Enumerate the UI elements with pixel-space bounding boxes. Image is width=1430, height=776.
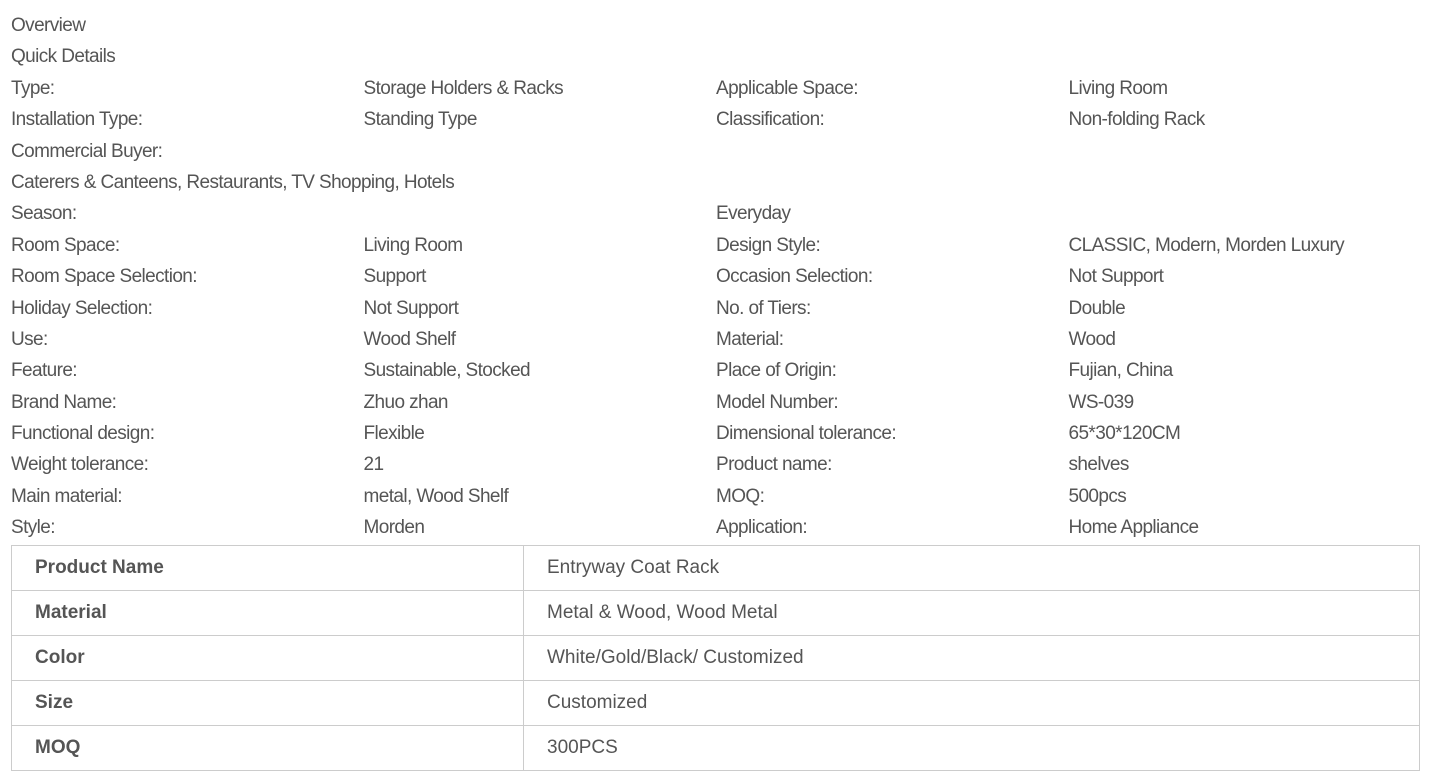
detail-value: Not Support	[363, 297, 459, 319]
detail-row: Room Space Selection: Support Occasion Sel…	[11, 261, 1421, 292]
detail-label: Applicable Space:	[716, 77, 859, 99]
detail-row: Use: Wood Shelf Material: Wood	[11, 324, 1421, 355]
detail-value: Wood Shelf	[363, 328, 456, 350]
detail-label: Installation Type:	[11, 109, 143, 131]
detail-label: Weight tolerance:	[11, 454, 149, 476]
detail-label: Dimensional tolerance:	[716, 423, 897, 445]
detail-label: Place of Origin:	[716, 360, 837, 382]
detail-value: Double	[1068, 297, 1126, 319]
detail-label: No. of Tiers:	[716, 297, 811, 319]
detail-value: Sustainable, Stocked	[363, 360, 531, 382]
detail-row: Main material: metal, Wood Shelf MOQ: 500pc…	[11, 481, 1421, 512]
detail-label: Feature:	[11, 360, 78, 382]
detail-label: Classification:	[716, 109, 825, 131]
spec-value: Customized	[523, 680, 1420, 726]
detail-label: MOQ:	[716, 485, 765, 507]
spec-value: 300PCS	[523, 725, 1420, 771]
detail-value: shelves	[1068, 454, 1130, 476]
season-label: Season:	[11, 203, 77, 225]
spec-key: MOQ	[11, 725, 524, 771]
detail-label: Material:	[716, 328, 784, 350]
detail-value: 500pcs	[1068, 485, 1127, 507]
detail-label: Type:	[11, 77, 55, 99]
detail-row: Holiday Selection: Not Support No. of Tier…	[11, 293, 1421, 324]
commercial-buyer-label: Commercial Buyer:	[11, 140, 163, 162]
detail-value: Zhuo zhan	[363, 391, 449, 413]
detail-value: Fujian, China	[1068, 360, 1174, 382]
detail-value: Wood	[1068, 328, 1116, 350]
spec-key: Size	[11, 680, 524, 726]
detail-row: Feature: Sustainable, Stocked Place of Ori…	[11, 355, 1421, 386]
detail-value: Living Room	[1068, 77, 1169, 99]
quick-details-heading: Quick Details	[11, 46, 116, 68]
spec-key: Material	[11, 590, 524, 636]
detail-label: Product name:	[716, 454, 832, 476]
detail-row: Room Space: Living Room Design Style: CLASS…	[11, 230, 1421, 261]
detail-row: Style: Morden Application: Home Appliance	[11, 512, 1421, 543]
detail-label: Application:	[716, 517, 808, 539]
empty-cell	[1069, 198, 1422, 229]
detail-value: 65*30*120CM	[1068, 423, 1181, 445]
detail-value: Storage Holders & Racks	[363, 77, 564, 99]
detail-label: Model Number:	[716, 391, 839, 413]
detail-row: Type: Storage Holders & Racks Applicable S…	[11, 73, 1421, 104]
detail-value: Flexible	[363, 423, 425, 445]
spec-key: Color	[11, 635, 524, 681]
detail-row: Functional design: Flexible Dimensional to…	[11, 418, 1421, 449]
detail-label: Occasion Selection:	[716, 266, 873, 288]
spec-row: Color White/Gold/Black/ Customized	[11, 635, 1420, 681]
detail-value: Non-folding Rack	[1068, 109, 1206, 131]
detail-value: Home Appliance	[1068, 517, 1200, 539]
spec-value: Metal & Wood, Wood Metal	[523, 590, 1420, 636]
empty-cell	[364, 198, 717, 229]
detail-label: Design Style:	[716, 234, 821, 256]
spec-row: Size Customized	[11, 680, 1420, 726]
spec-row: Product Name Entryway Coat Rack	[11, 545, 1420, 591]
spec-row: Material Metal & Wood, Wood Metal	[11, 590, 1420, 636]
detail-row: Installation Type: Standing Type Classific…	[11, 104, 1421, 135]
detail-label: Use:	[11, 328, 48, 350]
detail-row-season: Season: Everyday	[11, 198, 1421, 229]
spec-row: MOQ 300PCS	[11, 725, 1420, 771]
detail-label: Holiday Selection:	[11, 297, 153, 319]
detail-value: Support	[363, 266, 427, 288]
quick-details-section: Overview Quick Details Type: Storage Hold…	[11, 10, 1421, 544]
detail-row: Brand Name: Zhuo zhan Model Number: WS-039	[11, 387, 1421, 418]
detail-value: Morden	[363, 517, 425, 539]
detail-value: CLASSIC, Modern, Morden Luxury	[1068, 234, 1345, 256]
spec-table: Product Name Entryway Coat Rack Material Me…	[11, 545, 1420, 771]
detail-row: Weight tolerance: 21 Product name: shelves	[11, 449, 1421, 480]
detail-label: Functional design:	[11, 423, 155, 445]
detail-label: Main material:	[11, 485, 123, 507]
detail-label: Style:	[11, 517, 56, 539]
detail-value: Living Room	[363, 234, 464, 256]
season-value: Everyday	[716, 203, 791, 225]
detail-label: Brand Name:	[11, 391, 117, 413]
detail-value: WS-039	[1068, 391, 1135, 413]
spec-key: Product Name	[11, 545, 524, 591]
detail-value: 21	[363, 454, 385, 476]
detail-label: Room Space Selection:	[11, 266, 198, 288]
commercial-buyer-value: Caterers & Canteens, Restaurants, TV Sho…	[11, 171, 455, 193]
spec-value: White/Gold/Black/ Customized	[523, 635, 1420, 681]
spec-value: Entryway Coat Rack	[523, 545, 1420, 591]
detail-value: metal, Wood Shelf	[363, 485, 509, 507]
overview-heading: Overview	[11, 15, 86, 36]
detail-value: Standing Type	[363, 109, 478, 131]
detail-label: Room Space:	[11, 234, 120, 256]
detail-value: Not Support	[1068, 266, 1164, 288]
